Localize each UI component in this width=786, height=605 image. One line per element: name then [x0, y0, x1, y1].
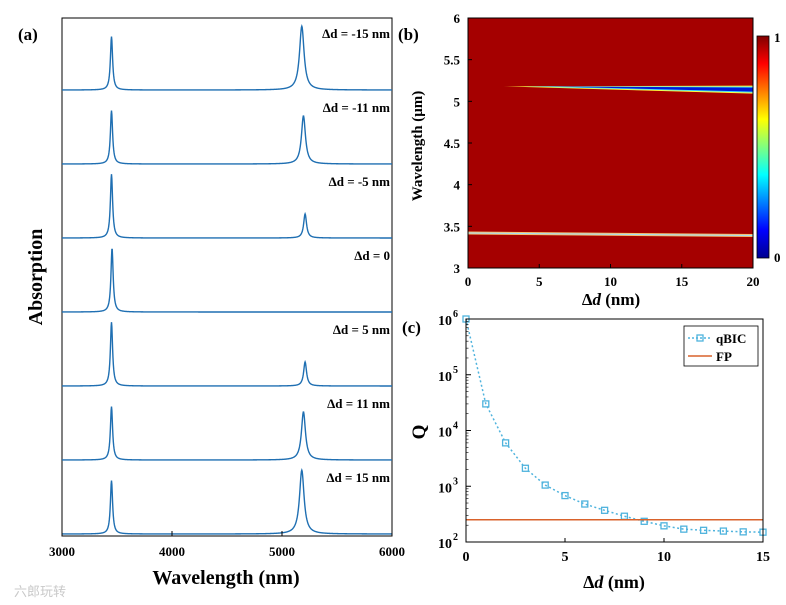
x-tick-label: 5000: [269, 544, 295, 559]
y-tick-label: 10: [438, 481, 452, 496]
heatmap-bands: [468, 85, 753, 237]
qbic-data-point: [581, 500, 589, 508]
legend-qbic-label: qBIC: [716, 331, 746, 346]
band-fp-core: [468, 232, 753, 236]
legend-fp-label: FP: [716, 349, 732, 364]
panel-b-plot: 0 5 10 15 20 3 3.5 4 4.5 5 5.5 6 1 0: [444, 11, 781, 289]
y-tick-label: 3: [454, 261, 461, 276]
panel-a-label: (a): [18, 25, 38, 44]
y-tick-label: 5.5: [444, 53, 461, 68]
y-tick-exponent: 3: [453, 476, 458, 487]
panel-c-x-ticks: 0 5 10 15: [463, 538, 770, 565]
y-tick-label: 5: [454, 94, 461, 109]
heatmap-background: [468, 18, 753, 268]
qbic-data-point: [640, 517, 648, 525]
panel-b-xlabel-var: d: [592, 290, 601, 309]
y-tick-label: 4: [454, 178, 461, 193]
y-tick-label: 10: [438, 537, 452, 552]
y-tick-label: 4.5: [444, 136, 461, 151]
trace-label: Δd = -15 nm: [322, 26, 390, 41]
x-tick-label: 15: [675, 274, 689, 289]
x-tick-label: 15: [756, 550, 770, 565]
trace-label: Δd = -5 nm: [329, 174, 391, 189]
colorbar-max-label: 1: [774, 30, 781, 45]
qbic-data-point: [521, 464, 530, 472]
panel-b-ylabel: Wavelength (μm): [410, 91, 426, 202]
qbic-data-point: [482, 400, 490, 408]
qbic-data-point: [501, 439, 510, 447]
x-tick-label: 5: [562, 550, 569, 565]
y-tick-label: 10: [438, 314, 452, 329]
absorption-trace: [62, 467, 392, 535]
panel-c-ylabel: Q: [409, 425, 430, 440]
x-tick-label: 10: [657, 550, 671, 565]
panel-a-xlabel: Wavelength (nm): [152, 567, 299, 589]
panel-b-x-ticks: 0 5 10 15 20: [465, 264, 760, 289]
panel-a-ylabel: Absorption: [25, 229, 47, 326]
band-blue-core: [548, 86, 753, 92]
panel-c-xlabel: Δd (nm): [583, 572, 645, 593]
colorbar-min-label: 0: [774, 250, 781, 265]
absorption-trace: [62, 174, 392, 239]
qbic-data-point: [600, 506, 609, 514]
y-tick-label: 3.5: [444, 219, 461, 234]
y-tick-exponent: 4: [453, 421, 458, 432]
qbic-data-point: [739, 528, 747, 536]
absorption-trace: [61, 248, 392, 313]
x-tick-label: 5: [536, 274, 543, 289]
watermark: 六郎玩转: [14, 585, 66, 600]
panel-c-xlabel-unit: (nm): [603, 572, 645, 593]
x-tick-label: 0: [465, 274, 472, 289]
qbic-data-point: [719, 527, 728, 535]
trace-label: Δd = 11 nm: [327, 396, 390, 411]
absorption-trace: [62, 110, 392, 165]
panel-a-x-ticks: 3000 4000 5000 6000: [49, 531, 405, 559]
trace-label: Δd = 15 nm: [326, 470, 390, 485]
x-tick-label: 20: [747, 274, 760, 289]
panel-a-traces: [61, 23, 392, 535]
qbic-data-point: [680, 525, 688, 533]
trace-label: Δd = 5 nm: [333, 322, 390, 337]
y-tick-label: 6: [454, 11, 461, 26]
legend-qbic-marker: [696, 334, 704, 342]
y-tick-exponent: 6: [453, 309, 458, 320]
panel-b-y-ticks: 3 3.5 4 4.5 5 5.5 6: [444, 11, 472, 276]
y-tick-exponent: 2: [453, 532, 458, 543]
absorption-trace: [62, 23, 392, 91]
panel-c-xlabel-var: d: [594, 572, 604, 592]
trace-label: Δd = 0: [354, 248, 390, 263]
colorbar: [756, 35, 770, 259]
x-tick-label: 10: [604, 274, 617, 289]
panel-b-xlabel-unit: (nm): [601, 290, 640, 309]
y-tick-label: 10: [438, 426, 452, 441]
panel-c-xlabel-prefix: Δ: [583, 572, 594, 592]
x-tick-label: 3000: [49, 544, 75, 559]
qbic-data-point: [541, 481, 549, 489]
absorption-trace: [62, 322, 392, 387]
qbic-data-point: [561, 491, 569, 500]
panel-a-axes-box: [61, 17, 393, 537]
panel-b-xlabel: Δd (nm): [582, 290, 640, 309]
x-tick-label: 6000: [379, 544, 405, 559]
absorption-trace: [62, 406, 392, 461]
panel-c-label: (c): [402, 318, 421, 337]
x-tick-label: 0: [463, 550, 470, 565]
panel-c-legend: qBIC FP: [683, 325, 759, 367]
qbic-data-point: [699, 526, 708, 534]
panel-a-trace-labels: Δd = -15 nm Δd = -11 nm Δd = -5 nm Δd = 0 Δd…: [322, 26, 390, 485]
qbic-data-point: [660, 522, 668, 530]
panel-b-xlabel-prefix: Δ: [582, 290, 593, 309]
y-tick-label: 10: [438, 370, 452, 385]
legend-box: [683, 325, 759, 367]
panel-b-label: (b): [398, 25, 419, 44]
y-tick-exponent: 5: [453, 365, 458, 376]
x-tick-label: 4000: [159, 544, 185, 559]
trace-label: Δd = -11 nm: [323, 100, 390, 115]
panel-a-plot: Δd = -15 nm Δd = -11 nm Δd = -5 nm Δd = 0 Δd…: [49, 17, 405, 559]
qbic-series-line: [465, 318, 764, 533]
